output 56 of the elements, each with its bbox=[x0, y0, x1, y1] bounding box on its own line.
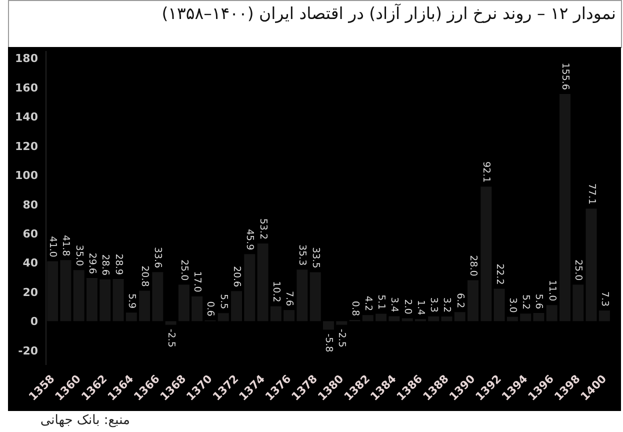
data-label: 1.4 bbox=[414, 300, 426, 316]
y-tick-label: 120 bbox=[15, 140, 38, 153]
y-tick-label: 60 bbox=[22, 227, 38, 240]
y-tick-label: 100 bbox=[15, 169, 38, 182]
data-label: 77.1 bbox=[586, 183, 597, 205]
data-label: -2.5 bbox=[165, 328, 176, 348]
data-label: 0.6 bbox=[204, 301, 216, 316]
y-tick-label: 20 bbox=[22, 286, 38, 299]
data-label: 28.0 bbox=[468, 255, 479, 276]
data-label: 5.9 bbox=[126, 293, 137, 309]
data-label: 11.0 bbox=[546, 280, 558, 302]
y-tick-label: 160 bbox=[15, 81, 38, 94]
data-label: 5.2 bbox=[520, 294, 532, 310]
data-label: 28.6 bbox=[100, 254, 111, 276]
data-label: 41.8 bbox=[60, 234, 72, 256]
data-label: 0.8 bbox=[349, 300, 360, 316]
y-tick-label: 140 bbox=[15, 110, 38, 124]
data-label: 92.1 bbox=[480, 162, 492, 183]
data-label: 6.2 bbox=[454, 293, 466, 308]
data-label: 35.3 bbox=[296, 244, 308, 266]
data-label: 28.9 bbox=[112, 254, 124, 275]
y-tick-label: 40 bbox=[22, 256, 38, 270]
data-label: 29.6 bbox=[86, 252, 98, 274]
y-tick-label: -20 bbox=[18, 344, 38, 358]
data-label: 10.2 bbox=[270, 281, 282, 302]
data-label: 155.6 bbox=[559, 62, 570, 90]
data-label: 45.9 bbox=[244, 228, 256, 250]
data-label: 25.0 bbox=[572, 260, 584, 281]
text: منبع: بانک جهانی bbox=[39, 413, 130, 428]
data-label: 5.5 bbox=[218, 294, 229, 310]
data-label: 22.2 bbox=[494, 264, 505, 285]
data-label: 33.6 bbox=[152, 246, 164, 268]
y-tick-label: 0 bbox=[30, 315, 38, 328]
data-label: 5.6 bbox=[533, 294, 544, 310]
data-label: 35.0 bbox=[73, 244, 84, 266]
data-label: 20.6 bbox=[231, 266, 242, 288]
chart-title: نمودار ۱۲ – روند نرخ ارز (بازار آزاد) در اقتصاد ایران (۱۴۰۰–۱۳۵۸) bbox=[160, 4, 616, 23]
data-label: 41.0 bbox=[47, 236, 58, 258]
data-label: 33.5 bbox=[310, 247, 321, 268]
data-label: 3.2 bbox=[441, 297, 452, 313]
data-label: 5.1 bbox=[376, 294, 387, 310]
data-label: 3.0 bbox=[506, 298, 518, 313]
data-label: 3.3 bbox=[428, 297, 440, 312]
data-label: 20.8 bbox=[139, 266, 150, 287]
data-label: -2.5 bbox=[336, 328, 348, 348]
y-tick-label: 180 bbox=[15, 52, 38, 66]
data-label: -5.8 bbox=[322, 334, 334, 352]
data-label: 7.3 bbox=[598, 291, 610, 307]
data-label: 17.0 bbox=[192, 271, 203, 292]
data-label: 3.4 bbox=[388, 297, 400, 312]
data-label: 53.2 bbox=[257, 218, 268, 240]
data-label: 7.6 bbox=[284, 290, 295, 306]
data-label: 2.0 bbox=[402, 299, 413, 314]
data-label: 4.2 bbox=[362, 296, 374, 312]
y-tick-label: 80 bbox=[22, 198, 38, 212]
data-label: 25.0 bbox=[178, 260, 190, 281]
